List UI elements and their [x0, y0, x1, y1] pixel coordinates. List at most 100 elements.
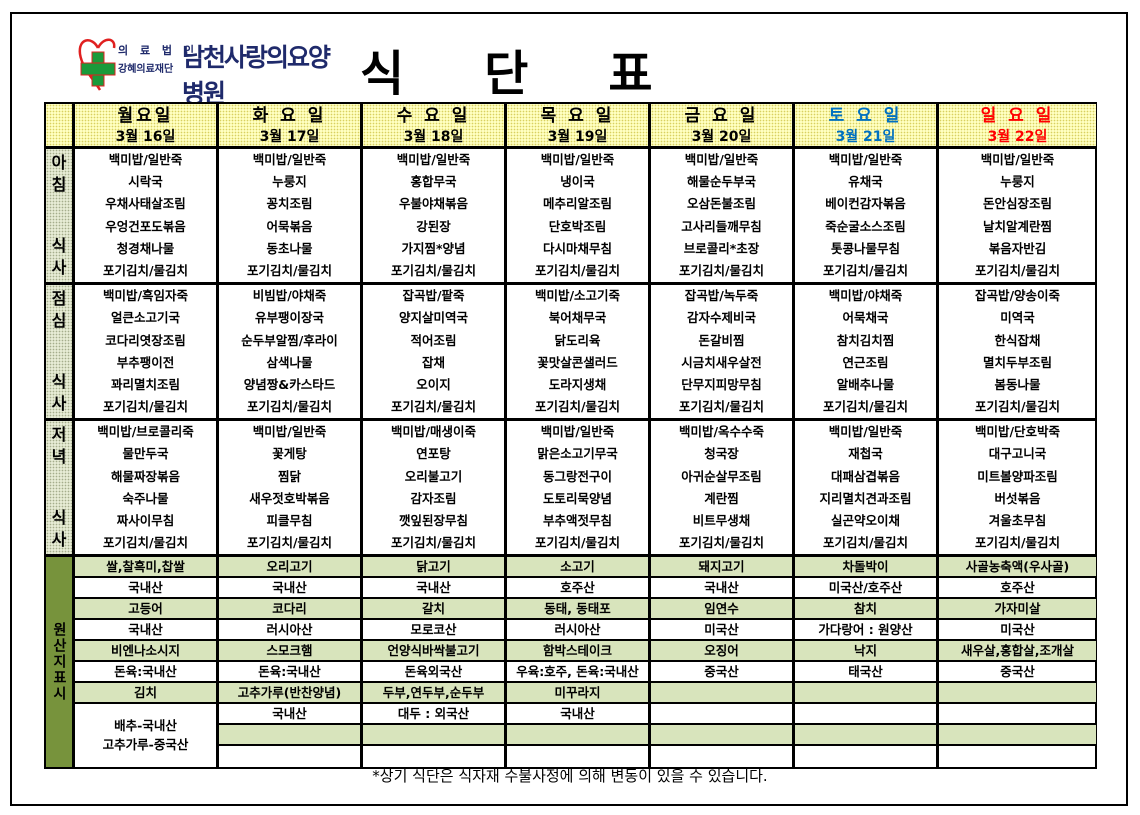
origin-country [795, 704, 936, 726]
origin-item [651, 683, 792, 705]
menu-item: 우채사태살조림 [105, 196, 186, 212]
origin-country: 국내산 [507, 704, 648, 726]
title-char: 표 [608, 46, 653, 102]
menu-item: 포기김치/물김치 [102, 399, 189, 415]
origin-item: 언양식바싹불고기 [363, 641, 504, 663]
menu-item: 백미밥/브로콜리죽 [97, 424, 194, 440]
menu-item: 꽁치조림 [266, 196, 313, 212]
origin-item: 닭고기 [363, 557, 504, 579]
origin-item: 소고기 [507, 557, 648, 579]
origin-column: 닭고기 국내산 갈치 모로코산 언양식바싹불고기 돈육외국산 두부,연두부,순두부 대두 : … [363, 557, 507, 768]
menu-item: 해물짜장볶음 [110, 468, 180, 484]
origin-column: 소고기 호주산 동태, 동태포 러시아산 함박스테이크 우육:호주, 돈육:국내산 미꾸라지… [507, 557, 651, 768]
origin-item: 차돌박이 [795, 557, 936, 579]
origin-country: 국내산 [363, 578, 504, 600]
menu-item: 백미밥/일반죽 [684, 152, 759, 167]
title-char: 단 [484, 46, 529, 102]
menu-item: 누룽지 [1000, 174, 1035, 190]
day-menu: 백미밥/일반죽 맑은소고기무국 동그랑전구이 도토리묵양념 부추액젓무침 포기김치/물김치 [507, 421, 651, 555]
origin-item: 사골농축액(우사골) [939, 557, 1096, 579]
origin-country: 모로코산 [363, 620, 504, 642]
day-menu: 백미밥/일반죽 유채국 베이컨감자볶음 죽순굴소스조림 톳콩나물무침 포기김치/물김치 [795, 149, 939, 283]
menu-item: 꽈리멸치조림 [110, 376, 180, 392]
day-header: 월요일 3월 16일 [75, 104, 219, 149]
menu-item: 백미밥/일반죽 [828, 424, 903, 440]
day-menu: 백미밥/일반죽 재첩국 대패삼겹볶음 지리멸치견과조림 실곤약오이채 포기김치/물김치 [795, 421, 939, 555]
menu-item: 포기김치/물김치 [822, 262, 909, 278]
day-date: 3월 19일 [547, 129, 608, 145]
origin-country: 호주산 [939, 578, 1096, 600]
menu-item: 북어채무국 [548, 310, 607, 326]
day-date: 3월 18일 [403, 129, 464, 145]
origin-country: 태국산 [795, 662, 936, 684]
menu-item: 맑은소고기무국 [537, 446, 618, 462]
menu-item: 톳콩나물무침 [830, 240, 900, 256]
menu-item: 백미밥/일반죽 [396, 152, 471, 167]
origin-item: 임연수 [651, 599, 792, 621]
menu-item: 잡곡밥/양송이죽 [974, 288, 1061, 304]
meal-section: 점 심 식 사 백미밥/흑임자죽 얼큰소고기국 코다리엿장조림 부추팽이전 꽈리멸치조림 포기김치… [46, 285, 1095, 422]
day-menu: 백미밥/일반죽 해물순두부국 오삼돈불조림 고사리들깨무침 브로콜리*초장 포기김치/물김… [651, 149, 795, 283]
origin-column: 오리고기 국내산 코다리 러시아산 스모크햄 돈육:국내산 고추가루(반찬양념) 국내산 [219, 557, 363, 768]
day-header: 금 요 일 3월 20일 [651, 104, 795, 149]
menu-item: 볶음자반김 [988, 240, 1047, 256]
menu-item: 비빔밥/야채죽 [252, 288, 327, 304]
menu-item: 백미밥/일반죽 [540, 152, 615, 167]
menu-item: 고사리들깨무침 [681, 218, 762, 234]
meal-label-char: 사 [51, 530, 67, 550]
menu-item: 부추액젓무침 [542, 513, 612, 528]
menu-item: 단호박조림 [548, 218, 607, 234]
origin-item: 돼지고기 [651, 557, 792, 579]
menu-item: 백미밥/일반죽 [828, 152, 903, 167]
menu-item: 잡곡밥/녹두죽 [684, 288, 759, 304]
origin-country: 대두 : 외국산 [363, 704, 504, 726]
day-menu: 백미밥/매생이죽 연포탕 오리불고기 감자조림 깻잎된장무침 포기김치/물김치 [363, 421, 507, 555]
menu-item: 우엉건포도볶음 [105, 218, 186, 234]
origin-empty [363, 725, 504, 747]
menu-item: 돈안심장조림 [982, 196, 1052, 212]
menu-item: 포기김치/물김치 [678, 399, 765, 415]
menu-item: 대구고니국 [988, 446, 1047, 462]
origin-label-text: 원산지표시 [51, 622, 67, 703]
menu-item: 백미밥/매생이죽 [390, 424, 477, 440]
menu-item: 포기김치/물김치 [974, 262, 1061, 278]
day-name: 수 요 일 [396, 106, 471, 126]
day-menu: 백미밥/흑임자죽 얼큰소고기국 코다리엿장조림 부추팽이전 꽈리멸치조림 포기김치/물김치 [75, 285, 219, 419]
menu-item: 백미밥/야채죽 [828, 288, 903, 304]
origin-item: 참치 [795, 599, 936, 621]
menu-item: 유부팽이장국 [254, 310, 324, 326]
menu-item: 순두부알찜/후라이 [241, 332, 338, 348]
origin-country: 중국산 [651, 662, 792, 684]
menu-table: 월요일 3월 16일 화 요 일 3월 17일 수 요 일 3월 18일 목 요 일 3월 1… [44, 102, 1097, 770]
origin-item: 고등어 [75, 599, 216, 621]
menu-item: 포기김치/물김치 [102, 262, 189, 278]
menu-item: 실곤약오이채 [830, 513, 900, 528]
menu-item: 포기김치/물김치 [678, 535, 765, 551]
menu-item: 코다리엿장조림 [105, 332, 186, 348]
menu-item: 다시마채무침 [542, 240, 612, 256]
menu-item: 누룽지 [272, 174, 307, 190]
menu-item: 대패삼겹볶음 [830, 468, 900, 484]
menu-item: 포기김치/물김치 [390, 535, 477, 551]
origin-label: 원산지표시 [46, 557, 75, 768]
origin-item: 쌀,찰흑미,찹쌀 [75, 557, 216, 579]
day-menu: 잡곡밥/팥죽 양지살미역국 적어조림 잡채 오이지 포기김치/물김치 [363, 285, 507, 419]
day-menu: 백미밥/일반죽 누룽지 돈안심장조림 날치알계란찜 볶음자반김 포기김치/물김치 [939, 149, 1096, 282]
day-menu: 백미밥/소고기죽 북어채무국 닭도리육 꽃맛살콘샐러드 도라지생채 포기김치/물김치 [507, 285, 651, 419]
day-menu: 잡곡밥/녹두죽 감자수제비국 돈갈비찜 시금치새우살전 단무지피망무침 포기김치/물김치 [651, 285, 795, 419]
day-menu: 백미밥/옥수수죽 청국장 아귀순살무조림 계란찜 비트무생채 포기김치/물김치 [651, 421, 795, 555]
day-menu: 백미밥/브로콜리죽 물만두국 해물짜장볶음 숙주나물 짜사이무침 포기김치/물김치 [75, 421, 219, 555]
menu-item: 포기김치/물김치 [974, 399, 1061, 415]
origin-item: 미꾸라지 [507, 683, 648, 705]
menu-item: 연근조림 [842, 354, 889, 370]
menu-item: 어묵볶음 [266, 218, 313, 234]
day-name: 토 요 일 [828, 106, 903, 126]
meal-label-char: 식 [51, 508, 67, 528]
origin-country: 돈육외국산 [363, 662, 504, 684]
meal-label-char: 녁 [51, 447, 67, 467]
origin-item: 가자미살 [939, 599, 1096, 621]
